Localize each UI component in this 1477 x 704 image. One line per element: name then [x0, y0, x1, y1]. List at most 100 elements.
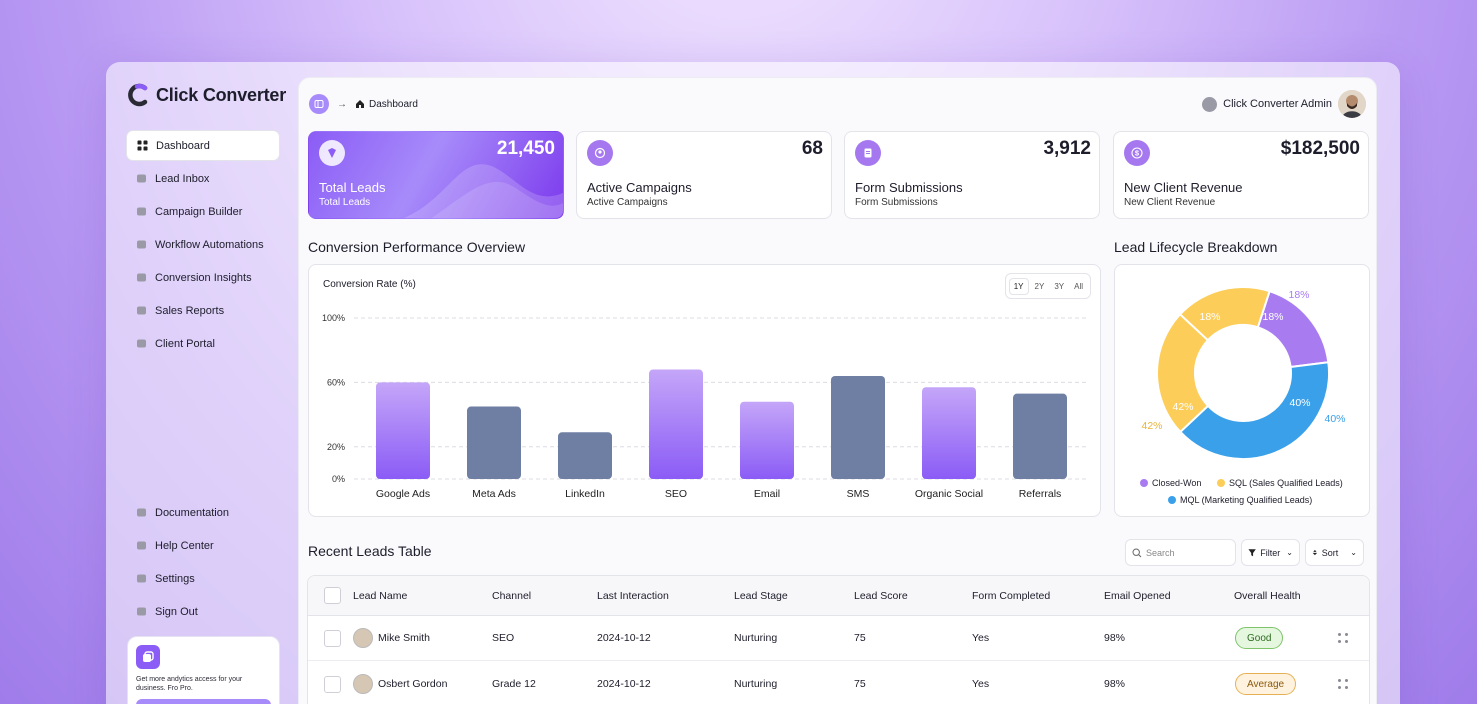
sidebar-item-client-portal[interactable]: Client Portal [126, 328, 280, 359]
row-actions-button[interactable] [1338, 662, 1348, 704]
lifecycle-section-title: Lead Lifecycle Breakdown [1114, 239, 1278, 255]
row-checkbox[interactable] [324, 616, 341, 660]
column-header[interactable]: Email Opened [1104, 589, 1171, 602]
kpi-subtitle: Active Campaigns [587, 197, 668, 208]
upgrade-promo: Get more andytics access for your dusine… [127, 636, 280, 704]
report-icon [136, 305, 147, 316]
avatar[interactable] [1338, 90, 1366, 118]
bar-sms[interactable] [831, 375, 885, 479]
select-all-checkbox[interactable] [324, 576, 341, 615]
cell-email: 98% [1104, 678, 1126, 690]
column-header[interactable]: Overall Health [1234, 589, 1301, 602]
column-header[interactable]: Last Interaction [597, 589, 669, 602]
status-badge: Good [1235, 627, 1284, 649]
sidebar-item-conversion-insights[interactable]: Conversion Insights [126, 262, 280, 293]
slice-mql[interactable] [1178, 361, 1330, 460]
sidebar-item-sign-out[interactable]: Sign Out [126, 596, 280, 627]
sidebar-item-label: Dashboard [156, 139, 210, 152]
avatar [353, 674, 373, 694]
cell-last: 2024-10-12 [597, 632, 651, 644]
slice-outer-label: 42% [1141, 420, 1162, 432]
range-option-all[interactable]: All [1074, 281, 1083, 291]
sidebar-bottom-nav: Documentation Help Center Settings Sign Out [126, 497, 280, 629]
bar-seo[interactable] [649, 369, 703, 479]
kpi-new-client-revenue[interactable]: $ $182,500 New Client Revenue New Client… [1113, 131, 1369, 219]
x-tick-label: LinkedIn [565, 488, 605, 500]
sort-button[interactable]: Sort ⌄ [1305, 539, 1364, 566]
sidebar-item-label: Conversion Insights [155, 271, 252, 284]
sidebar-item-label: Workflow Automations [155, 238, 264, 251]
kpi-form-submissions[interactable]: 3,912 Form Submissions Form Submissions [844, 131, 1100, 219]
bar-referrals[interactable] [1013, 393, 1067, 479]
slice-inner-label: 40% [1289, 397, 1310, 409]
range-option-2y[interactable]: 2Y [1034, 281, 1045, 291]
brand-name: Click Converter [156, 84, 287, 105]
bar-meta-ads[interactable] [467, 406, 521, 479]
user-menu[interactable]: Click Converter Admin [1202, 90, 1366, 118]
grid-icon [137, 140, 148, 151]
cell-form: Yes [972, 632, 990, 644]
kpi-active-campaigns[interactable]: 68 Active Campaigns Active Campaigns [576, 131, 832, 219]
gear-icon [136, 573, 147, 584]
sidebar-item-dashboard[interactable]: Dashboard [126, 130, 280, 161]
range-option-1y[interactable]: 1Y [1008, 277, 1029, 295]
bar-google-ads[interactable] [376, 382, 430, 479]
filter-icon [1248, 549, 1256, 557]
table-row[interactable]: Mike Smith SEO 2024-10-12 Nurturing 75 Yes 98%… [308, 616, 1369, 661]
column-header[interactable]: Lead Score [854, 589, 908, 602]
search-input[interactable]: Search [1125, 539, 1236, 566]
upgrade-button[interactable] [136, 699, 271, 704]
legend-label: Closed-Won [1152, 478, 1202, 488]
campaign-icon [587, 140, 613, 166]
sidebar-item-lead-inbox[interactable]: Lead Inbox [126, 163, 280, 194]
column-header[interactable]: Channel [492, 589, 532, 602]
bar-linkedin[interactable] [558, 432, 612, 479]
slice-closed-won[interactable] [1256, 289, 1330, 369]
sidebar-item-sales-reports[interactable]: Sales Reports [126, 295, 280, 326]
table-row[interactable]: Osbert Gordon Grade 12 2024-10-12 Nurturing… [308, 662, 1369, 704]
slice-sql[interactable] [1156, 286, 1271, 434]
sidebar-item-label: Help Center [155, 539, 214, 552]
row-checkbox[interactable] [324, 662, 341, 704]
bar-chart: 0% 20% 60% 100% Google Ads Meta Ads LinkedIn SE… [322, 313, 1089, 500]
sidebar-toggle-button[interactable] [309, 94, 329, 114]
lead-name-cell: Osbert Gordon [353, 662, 447, 704]
leads-icon [319, 140, 345, 166]
lead-name: Osbert Gordon [378, 678, 448, 690]
kpi-total-leads[interactable]: 21,450 Total Leads Total Leads [308, 131, 564, 219]
sidebar-item-label: Sign Out [155, 605, 198, 618]
range-selector: 1Y 2Y 3Y All [1004, 273, 1091, 299]
table-header: Lead Name Channel Last Interaction Lead … [308, 576, 1369, 616]
bar-organic-social[interactable] [922, 387, 976, 479]
conversion-chart-panel: Conversion Rate (%) 1Y 2Y 3Y All 0% 20% 60% 10… [308, 264, 1101, 517]
user-icon [1202, 96, 1218, 112]
breadcrumb-current[interactable]: Dashboard [369, 98, 418, 110]
chart-label: Conversion Rate (%) [323, 279, 416, 290]
legend-item-mql: MQL (Marketing Qualified Leads) [1168, 495, 1312, 505]
sidebar-item-documentation[interactable]: Documentation [126, 497, 280, 528]
donut-chart: 18% 18% 40% 40% 42% 42% 18% [1141, 286, 1346, 460]
kpi-subtitle: New Client Revenue [1124, 197, 1216, 208]
column-header[interactable]: Form Completed [972, 589, 1051, 602]
main-panel: → Dashboard Click Converter Admin 21,450… [298, 77, 1377, 704]
filter-button[interactable]: Filter ⌄ [1241, 539, 1300, 566]
kpi-title: New Client Revenue [1124, 180, 1243, 195]
users-icon [136, 173, 147, 184]
brand[interactable]: Click Converter [126, 82, 286, 108]
sidebar-item-help-center[interactable]: Help Center [126, 530, 280, 561]
column-header[interactable]: Lead Stage [734, 589, 788, 602]
cell-form: Yes [972, 678, 990, 690]
slice-inner-label: 18% [1262, 311, 1283, 323]
sidebar-item-settings[interactable]: Settings [126, 563, 280, 594]
sidebar-item-campaign-builder[interactable]: Campaign Builder [126, 196, 280, 227]
sidebar-item-label: Client Portal [155, 337, 215, 350]
row-actions-button[interactable] [1338, 616, 1348, 660]
range-option-3y[interactable]: 3Y [1054, 281, 1065, 291]
cell-email: 98% [1104, 632, 1126, 644]
help-icon [136, 540, 147, 551]
layers-icon [136, 206, 147, 217]
column-header[interactable]: Lead Name [353, 589, 408, 602]
bar-email[interactable] [740, 401, 794, 479]
kpi-subtitle: Form Submissions [855, 197, 938, 208]
sidebar-item-workflow-automations[interactable]: Workflow Automations [126, 229, 280, 260]
